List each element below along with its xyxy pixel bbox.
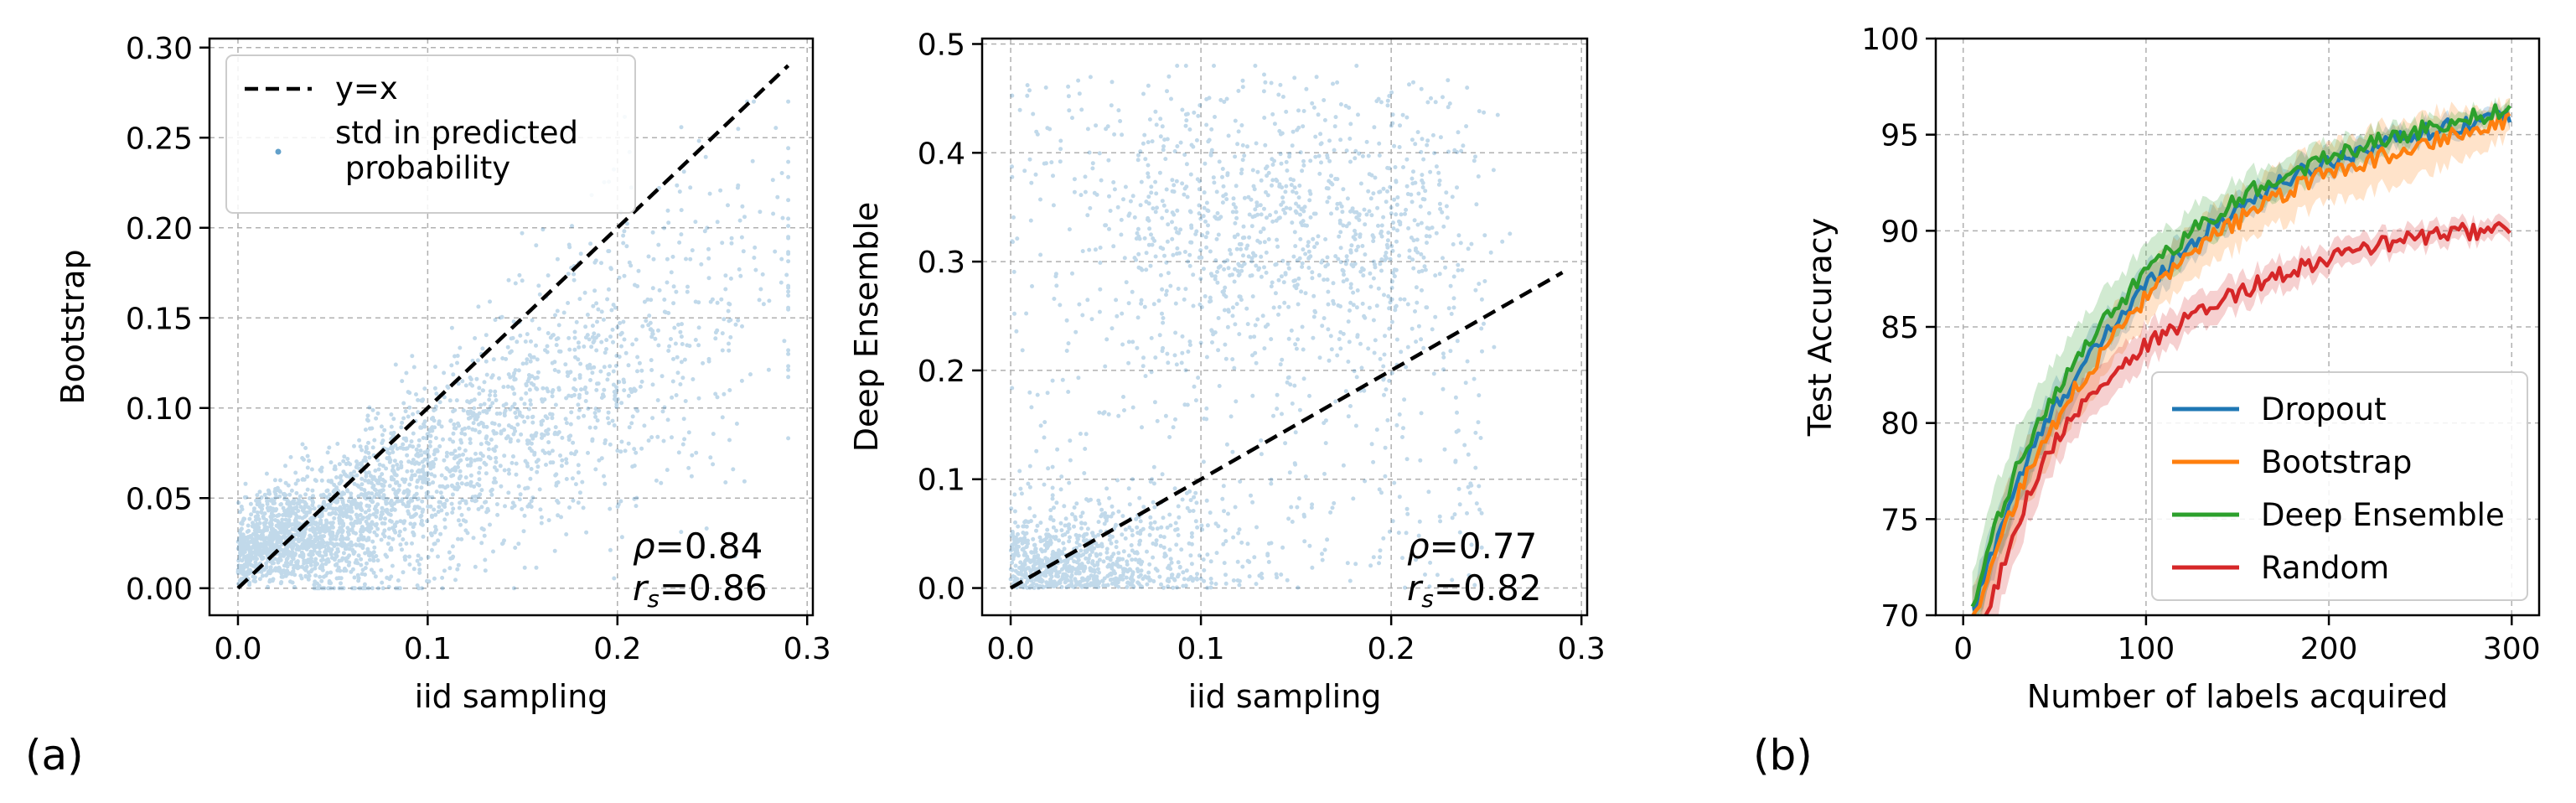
rs-value: =0.82 — [1434, 567, 1542, 609]
rs-value: =0.86 — [660, 567, 768, 609]
rs-subscript: s — [647, 585, 660, 613]
x-tick-label: 0.0 — [986, 632, 1034, 666]
panel-label-a: (a) — [25, 731, 84, 780]
y-tick-label: 100 — [1861, 23, 1919, 57]
series-line-bootstrap — [1970, 111, 2511, 615]
test-accuracy-line-chart: 0 100 200 300 70 75 80 85 90 95 100 Number of label… — [1802, 23, 2541, 715]
y-tick-label: 0.00 — [126, 572, 193, 607]
y-axis-label: Test Accuracy — [1802, 218, 1839, 437]
y-tick-label: 85 — [1880, 311, 1919, 345]
scatter-points — [1008, 64, 1513, 590]
x-tick-label: 0.1 — [404, 632, 452, 666]
scatter-bootstrap-chart: 0.0 0.1 0.2 0.3 0.00 0.05 0.10 0.15 0.20 0.25 0.30… — [54, 32, 831, 715]
scatter-deep-ensemble-chart: 0.0 0.1 0.2 0.3 0.0 0.1 0.2 0.3 0.4 0.5 iid sampli… — [848, 28, 1606, 715]
y-tick-label: 70 — [1880, 599, 1919, 634]
x-axis-label: iid sampling — [415, 678, 608, 715]
x-tick-label: 0.3 — [784, 632, 831, 666]
x-tick-label: 0.3 — [1558, 632, 1606, 666]
x-axis-label: Number of labels acquired — [2027, 678, 2448, 715]
rho-symbol: ρ — [1407, 526, 1430, 567]
x-tick-label: 100 — [2118, 632, 2175, 666]
legend-label-std: std in predicted probability — [335, 115, 578, 186]
y-tick-label: 0.5 — [918, 28, 965, 62]
reference-line-y-equals-x — [1009, 271, 1564, 590]
x-tick-label: 0.2 — [593, 632, 641, 666]
legend-label-y-equals-x: y=x — [335, 70, 398, 106]
legend-label-bootstrap: Bootstrap — [2261, 444, 2412, 480]
x-tick-label: 0.1 — [1177, 632, 1224, 666]
legend-label-random: Random — [2261, 550, 2389, 586]
x-axis-label: iid sampling — [1188, 678, 1382, 715]
y-axis-label: Deep Ensemble — [848, 202, 885, 453]
y-tick-label: 0.0 — [918, 572, 965, 607]
series-line-random — [1984, 220, 2511, 615]
scatter-point-cloud — [1008, 64, 1513, 590]
rho-symbol: ρ — [633, 526, 655, 567]
y-tick-label: 0.3 — [918, 246, 965, 280]
y-axis-label: Bootstrap — [54, 249, 91, 404]
panel-label-b: (b) — [1753, 731, 1813, 780]
y-tick-label: 0.2 — [918, 355, 965, 389]
y-tick-label: 80 — [1880, 407, 1919, 442]
y-tick-label: 0.15 — [126, 302, 193, 336]
y-tick-label: 0.20 — [126, 212, 193, 246]
grid-lines — [982, 39, 1587, 615]
legend-label-deep-ensemble: Deep Ensemble — [2261, 497, 2505, 533]
y-tick-label: 0.05 — [126, 482, 193, 516]
y-tick-label: 0.4 — [918, 137, 965, 171]
pearson-label: ρ=0.77 — [1407, 526, 1537, 567]
x-tick-label: 200 — [2300, 632, 2358, 666]
rs-subscript: s — [1421, 585, 1434, 613]
spearman-label: rs=0.82 — [1407, 567, 1542, 613]
plot-frame — [208, 37, 815, 617]
scatter-points — [235, 99, 791, 591]
legend: y=x std in predicted probability — [225, 54, 636, 214]
spearman-label: rs=0.86 — [633, 567, 768, 613]
y-tick-label: 0.1 — [918, 464, 965, 498]
x-tick-label: 300 — [2483, 632, 2541, 666]
rho-value: =0.77 — [1430, 526, 1538, 567]
y-tick-label: 0.30 — [126, 32, 193, 66]
legend-frame — [225, 54, 636, 214]
line-series-group — [1970, 96, 2512, 615]
rs-symbol: r — [1407, 567, 1424, 609]
x-tick-label: 0 — [1953, 632, 1973, 666]
x-tick-label: 0.2 — [1368, 632, 1415, 666]
series-line-deep-ensemble — [1970, 103, 2511, 608]
legend-frame — [2151, 371, 2528, 601]
y-tick-label: 75 — [1880, 503, 1919, 537]
x-tick-label: 0.0 — [214, 632, 261, 666]
y-tick-label: 0.25 — [126, 122, 193, 156]
y-tick-label: 90 — [1880, 215, 1919, 249]
plot-frame — [980, 37, 1589, 617]
legend-swatch-std — [275, 148, 282, 155]
legend: Dropout Bootstrap Deep Ensemble Random — [2151, 371, 2528, 601]
y-tick-label: 0.10 — [126, 392, 193, 427]
legend-label-dropout: Dropout — [2261, 391, 2387, 427]
pearson-label: ρ=0.84 — [633, 526, 763, 567]
scatter-point-cloud — [235, 99, 791, 591]
reference-line-y-equals-x — [236, 64, 790, 590]
legend-label-std-line2: probability — [335, 150, 510, 186]
rho-value: =0.84 — [655, 526, 763, 567]
y-tick-label: 95 — [1880, 119, 1919, 153]
rs-symbol: r — [633, 567, 649, 609]
legend-label-std-line1: std in predicted — [335, 115, 578, 151]
